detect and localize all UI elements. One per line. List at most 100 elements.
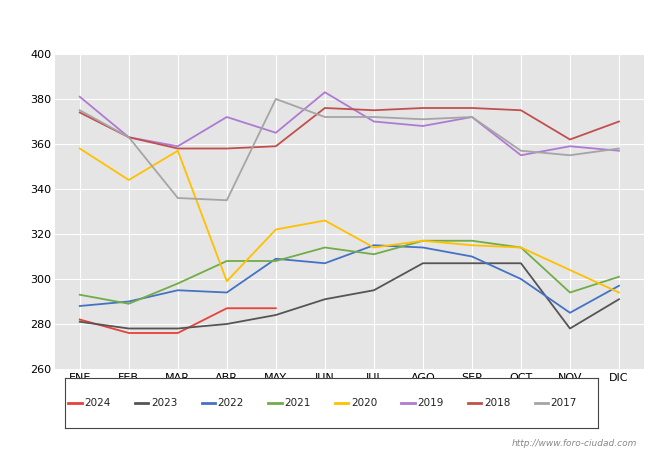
- 2023: [566, 326, 574, 331]
- Text: 2023: 2023: [151, 398, 177, 408]
- 2017: [76, 108, 84, 113]
- 2022: [370, 243, 378, 248]
- 2019: [174, 144, 182, 149]
- 2020: [468, 243, 476, 248]
- 2022: [517, 276, 525, 282]
- 2017: [174, 195, 182, 201]
- 2019: [517, 153, 525, 158]
- 2022: [76, 303, 84, 309]
- Text: 2020: 2020: [351, 398, 377, 408]
- 2021: [76, 292, 84, 297]
- 2020: [321, 218, 329, 223]
- 2020: [419, 238, 427, 243]
- 2019: [419, 123, 427, 129]
- 2020: [517, 245, 525, 250]
- Line: 2017: 2017: [80, 99, 619, 200]
- 2019: [272, 130, 280, 135]
- 2019: [566, 144, 574, 149]
- Line: 2021: 2021: [80, 241, 619, 304]
- 2023: [468, 261, 476, 266]
- 2024: [125, 330, 133, 336]
- 2023: [125, 326, 133, 331]
- 2021: [517, 245, 525, 250]
- Text: Afiliados en Villagonzalo a 31/5/2024: Afiliados en Villagonzalo a 31/5/2024: [164, 16, 486, 34]
- Line: 2019: 2019: [80, 92, 619, 155]
- 2018: [468, 105, 476, 111]
- Line: 2022: 2022: [80, 245, 619, 313]
- 2023: [370, 288, 378, 293]
- 2018: [272, 144, 280, 149]
- 2022: [615, 283, 623, 288]
- 2019: [321, 90, 329, 95]
- 2022: [566, 310, 574, 315]
- 2019: [468, 114, 476, 120]
- 2022: [174, 288, 182, 293]
- 2021: [615, 274, 623, 279]
- 2018: [566, 137, 574, 142]
- 2017: [321, 114, 329, 120]
- Text: 2024: 2024: [84, 398, 110, 408]
- 2017: [566, 153, 574, 158]
- 2018: [321, 105, 329, 111]
- 2023: [223, 321, 231, 327]
- Text: 2021: 2021: [284, 398, 311, 408]
- 2022: [468, 254, 476, 259]
- 2021: [174, 281, 182, 286]
- 2017: [419, 117, 427, 122]
- Text: 2018: 2018: [484, 398, 510, 408]
- Line: 2020: 2020: [80, 148, 619, 292]
- 2020: [272, 227, 280, 232]
- 2024: [76, 317, 84, 322]
- Text: 2019: 2019: [417, 398, 444, 408]
- 2023: [272, 312, 280, 318]
- 2023: [174, 326, 182, 331]
- 2017: [125, 135, 133, 140]
- Line: 2024: 2024: [80, 308, 276, 333]
- 2022: [125, 299, 133, 304]
- 2019: [76, 94, 84, 99]
- 2020: [174, 148, 182, 153]
- 2020: [223, 279, 231, 284]
- Line: 2023: 2023: [80, 263, 619, 328]
- 2021: [419, 238, 427, 243]
- 2020: [615, 290, 623, 295]
- 2020: [125, 177, 133, 183]
- Text: 2022: 2022: [218, 398, 244, 408]
- 2018: [370, 108, 378, 113]
- Text: http://www.foro-ciudad.com: http://www.foro-ciudad.com: [512, 439, 637, 448]
- 2021: [370, 252, 378, 257]
- 2017: [468, 114, 476, 120]
- Line: 2018: 2018: [80, 108, 619, 148]
- 2022: [419, 245, 427, 250]
- 2017: [272, 96, 280, 102]
- 2020: [566, 267, 574, 273]
- 2019: [370, 119, 378, 124]
- 2018: [517, 108, 525, 113]
- 2018: [76, 110, 84, 115]
- 2024: [223, 306, 231, 311]
- 2022: [272, 256, 280, 261]
- 2018: [174, 146, 182, 151]
- 2023: [76, 319, 84, 324]
- 2017: [223, 198, 231, 203]
- 2018: [125, 135, 133, 140]
- 2017: [615, 146, 623, 151]
- 2021: [223, 258, 231, 264]
- 2017: [370, 114, 378, 120]
- 2019: [125, 135, 133, 140]
- 2022: [321, 261, 329, 266]
- 2023: [615, 297, 623, 302]
- 2023: [321, 297, 329, 302]
- 2023: [517, 261, 525, 266]
- 2021: [125, 301, 133, 306]
- 2021: [272, 258, 280, 264]
- 2018: [615, 119, 623, 124]
- 2021: [566, 290, 574, 295]
- 2022: [223, 290, 231, 295]
- 2019: [223, 114, 231, 120]
- 2019: [615, 148, 623, 153]
- 2021: [468, 238, 476, 243]
- 2020: [76, 146, 84, 151]
- 2018: [223, 146, 231, 151]
- 2021: [321, 245, 329, 250]
